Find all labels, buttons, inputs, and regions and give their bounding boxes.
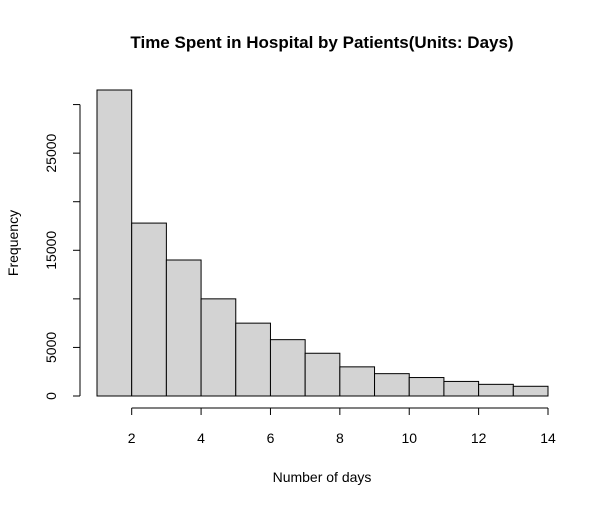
x-tick-label: 8 <box>336 430 344 446</box>
histogram-bar-6 <box>269 339 306 397</box>
x-tick-label: 10 <box>401 430 417 446</box>
y-tick-label: 25000 <box>43 133 59 172</box>
histogram-bar-4 <box>200 298 237 397</box>
x-tick-label: 6 <box>267 430 275 446</box>
histogram-bar-7 <box>304 352 341 397</box>
histogram-bar-3 <box>165 259 202 397</box>
x-tick-label: 2 <box>128 430 136 446</box>
x-axis-label: Number of days <box>273 469 372 485</box>
histogram-bar-9 <box>374 373 410 397</box>
y-tick-label: 0 <box>43 392 59 400</box>
histogram-bar-11 <box>443 380 480 397</box>
histogram-bar-8 <box>339 366 376 397</box>
histogram-bar-1 <box>96 89 133 397</box>
x-tick-label: 14 <box>540 430 556 446</box>
histogram-bar-10 <box>408 377 445 397</box>
x-axis: 2 4 6 8 10 12 14 <box>128 407 556 446</box>
histogram-bar-13 <box>512 385 549 397</box>
bars-group <box>96 89 549 397</box>
y-tick-label: 15000 <box>43 231 59 270</box>
y-axis-label: Frequency <box>5 210 21 276</box>
y-tick-label: 5000 <box>43 332 59 363</box>
histogram-bar-2 <box>131 222 167 397</box>
histogram-bar-5 <box>235 322 271 397</box>
chart-title: Time Spent in Hospital by Patients(Units… <box>130 33 513 52</box>
x-tick-label: 12 <box>471 430 487 446</box>
histogram-bar-12 <box>478 383 514 397</box>
x-tick-label: 4 <box>197 430 205 446</box>
y-axis: 0 5000 15000 25000 <box>43 104 81 400</box>
